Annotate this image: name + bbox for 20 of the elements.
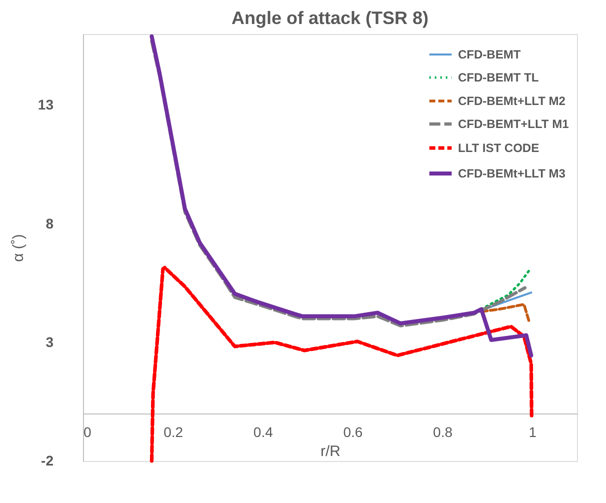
x-tick-label: 0.6 <box>343 424 363 440</box>
x-tick-label: 1 <box>528 424 537 440</box>
x-axis-title: r/R <box>320 443 341 460</box>
legend-label: LLT IST CODE <box>458 141 540 155</box>
y-tick-label: -2 <box>41 452 54 468</box>
x-tick-label: 0.2 <box>164 424 184 440</box>
y-tick-label: 13 <box>38 96 54 113</box>
legend-label: CFD-BEMT+LLT M1 <box>458 117 570 131</box>
x-tick-label: 0.8 <box>433 424 453 440</box>
line-series <box>480 268 532 310</box>
legend-label: CFD-BEMT TL <box>458 70 539 84</box>
y-axis-title: α (˚) <box>10 234 27 262</box>
x-tick-label: 0 <box>84 424 92 440</box>
y-tick-label: 3 <box>46 334 54 350</box>
legend-label: CFD-BEMt+LLT M2 <box>458 94 566 108</box>
y-tick-label: 8 <box>46 215 54 232</box>
legend-label: CFD-BEMt+LLT M3 <box>458 166 566 180</box>
chart-title: Angle of attack (TSR 8) <box>231 8 429 28</box>
x-tick-label: 0.4 <box>253 424 274 440</box>
legend-label: CFD-BEMT <box>458 48 522 62</box>
